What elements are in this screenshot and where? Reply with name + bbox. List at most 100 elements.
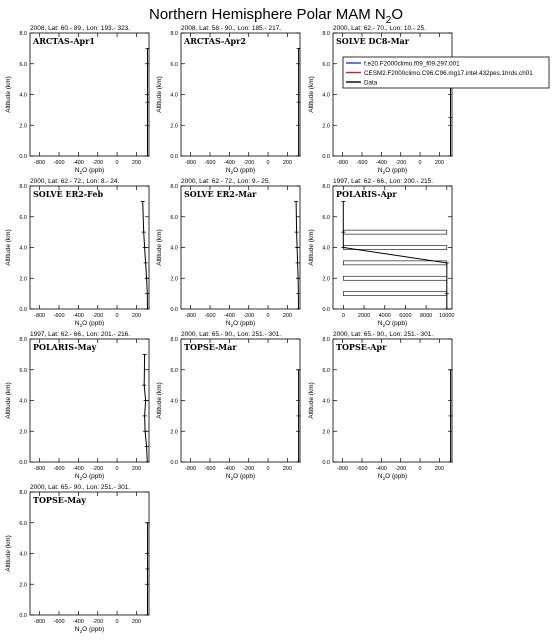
y-tick-label: 2.0 — [170, 276, 178, 282]
x-tick-label: 200 — [435, 160, 444, 166]
x-tick-label: -800 — [34, 313, 45, 319]
x-tick-label: -600 — [357, 466, 368, 472]
x-axis-label-part: 2 — [383, 476, 386, 481]
y-tick-label: 0.0 — [19, 307, 27, 313]
chart-panel: 1997, Lat: 62.- 66., Lon: 201.- 216. POLA… — [5, 331, 150, 481]
x-axis-label-part: N — [226, 320, 231, 327]
panel-header: 1997, Lat: 62.- 66., Lon: 200.- 215. — [333, 178, 433, 185]
x-tick-label: -200 — [243, 160, 254, 166]
legend-box — [342, 56, 550, 89]
chart-panel: 2000, Lat: 62.- 72., Lon: 8.- 24. SOLVE E… — [5, 178, 150, 328]
y-tick-label: 2.0 — [322, 276, 330, 282]
plot-frame — [29, 338, 150, 463]
x-axis-label-part: O (ppb) — [233, 320, 255, 327]
x-axis-label-part: O (ppb) — [233, 473, 255, 480]
y-tick-label: 0.0 — [19, 460, 27, 466]
y-tick-label: 0.0 — [322, 154, 330, 160]
x-axis-label-part: N — [226, 167, 231, 174]
x-tick-label: -800 — [185, 466, 196, 472]
y-tick-label: 6.0 — [170, 62, 178, 68]
x-axis-label-part: O (ppb) — [233, 167, 255, 174]
x-tick-label: 200 — [132, 160, 141, 166]
x-axis-label: N2O (ppb) — [378, 473, 407, 481]
y-tick-label: 4.0 — [322, 246, 330, 252]
x-tick-label: -200 — [92, 619, 103, 625]
x-tick-label: -400 — [224, 160, 235, 166]
legend-label: CESM2.F2000climo.C96.C96.mg17.intel.432p… — [364, 70, 533, 77]
x-tick-label: -200 — [243, 466, 254, 472]
x-axis-label: N2O (ppb) — [75, 320, 104, 328]
panel-label: ARCTAS-Apr2 — [183, 36, 246, 46]
chart-panel: 1997, Lat: 62.- 66., Lon: 200.- 215. POLA… — [308, 178, 454, 328]
y-tick-label: 8.0 — [19, 184, 27, 190]
x-axis-label-part: N — [75, 626, 80, 633]
series-line — [142, 201, 148, 310]
y-tick-label: 6.0 — [322, 215, 330, 221]
x-axis-label-part: N — [378, 320, 383, 327]
panel-label: TOPSE-Mar — [184, 342, 237, 352]
x-tick-label: 10000 — [439, 313, 454, 319]
y-tick-label: 4.0 — [170, 246, 178, 252]
panel-header: 2008, Lat: 60.- 89., Lon: 193.- 323. — [30, 25, 130, 32]
series-line — [143, 354, 148, 463]
panel-header: 2000, Lat: 62.- 72., Lon: 9.- 25. — [181, 178, 270, 185]
y-tick-label: 4.0 — [19, 246, 27, 252]
x-axis-label-part: 2 — [231, 323, 234, 328]
error-bar — [343, 245, 448, 250]
legend: f.e20.F2000climo.f09_f09.297.001 CESM2.F2… — [342, 56, 550, 89]
x-axis-label: N2O (ppb) — [75, 626, 104, 634]
x-axis-label-part: 2 — [80, 629, 83, 634]
plot-frame — [180, 338, 301, 463]
x-tick-label: -200 — [92, 160, 103, 166]
y-tick-label: 6.0 — [19, 368, 27, 374]
x-tick-label: 0 — [419, 160, 422, 166]
y-tick-label: 4.0 — [170, 399, 178, 405]
panel-label: TOPSE-May — [33, 495, 86, 505]
x-tick-label: -200 — [92, 313, 103, 319]
y-tick-label: 6.0 — [19, 215, 27, 221]
panel-header: 2008, Lat: 58.- 90., Lon: 185.- 217. — [181, 25, 281, 32]
x-tick-label: -400 — [73, 619, 84, 625]
x-tick-label: 0 — [116, 466, 119, 472]
x-axis-label: N2O (ppb) — [226, 473, 255, 481]
y-tick-label: 0.0 — [19, 154, 27, 160]
x-axis-label: N2O (ppb) — [378, 167, 407, 175]
y-axis-label: Altitude (km) — [5, 535, 12, 571]
y-tick-label: 0.0 — [322, 460, 330, 466]
x-tick-label: 8000 — [420, 313, 432, 319]
y-axis-label: Altitude (km) — [308, 229, 315, 265]
y-tick-label: 8.0 — [322, 31, 330, 37]
panel-header: 2000, Lat: 65.- 90., Lon: 251.- 301. — [30, 484, 130, 491]
x-tick-label: -400 — [73, 466, 84, 472]
x-axis-label-part: O (ppb) — [82, 473, 104, 480]
x-axis-label-part: 2 — [80, 476, 83, 481]
chart-panel: 2000, Lat: 65.- 90., Lon: 251.- 301. TOPS… — [156, 331, 301, 481]
x-tick-label: 200 — [132, 466, 141, 472]
x-tick-label: 200 — [435, 466, 444, 472]
x-tick-label: -400 — [376, 466, 387, 472]
y-axis-label: Altitude (km) — [156, 76, 163, 112]
plot-frame — [332, 338, 453, 463]
y-tick-label: 2.0 — [19, 582, 27, 588]
x-axis-label-part: 2 — [80, 323, 83, 328]
x-tick-label: -200 — [395, 160, 406, 166]
y-axis-label: Altitude (km) — [5, 382, 12, 418]
y-tick-label: 4.0 — [19, 552, 27, 558]
x-axis-label: N2O (ppb) — [75, 167, 104, 175]
panel-label: ARCTAS-Apr1 — [32, 36, 95, 46]
x-tick-label: -600 — [357, 160, 368, 166]
x-tick-label: -400 — [224, 313, 235, 319]
x-tick-label: -400 — [73, 160, 84, 166]
x-tick-label: 200 — [132, 619, 141, 625]
x-tick-label: -600 — [205, 313, 216, 319]
x-axis-label-part: 2 — [383, 170, 386, 175]
y-tick-label: 8.0 — [170, 337, 178, 343]
y-tick-label: 2.0 — [322, 123, 330, 129]
y-tick-label: 8.0 — [170, 31, 178, 37]
x-axis-label-part: N — [75, 167, 80, 174]
series-line — [342, 201, 448, 309]
x-tick-label: -200 — [243, 313, 254, 319]
y-tick-label: 0.0 — [19, 613, 27, 619]
y-tick-label: 4.0 — [19, 93, 27, 99]
panel-header: 2000, Lat: 65.- 90., Lon: 251.- 301. — [333, 331, 433, 338]
